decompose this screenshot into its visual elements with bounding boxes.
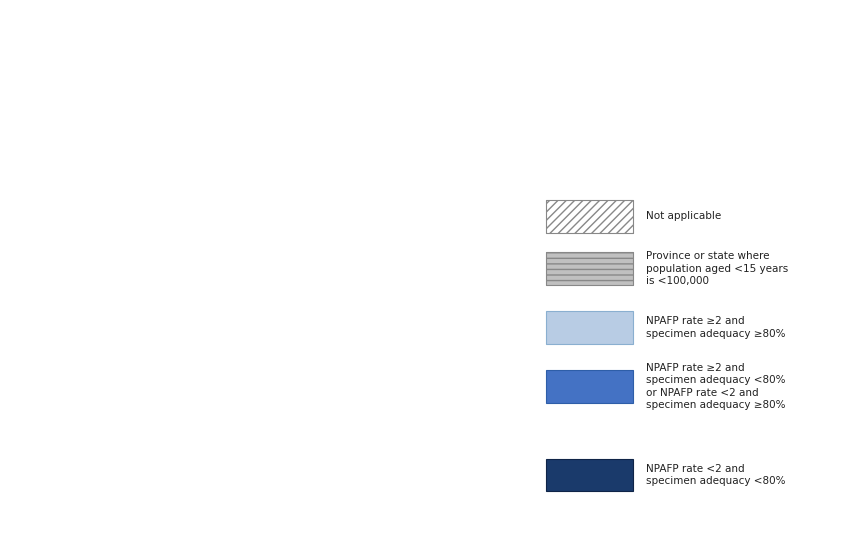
FancyBboxPatch shape (546, 311, 633, 344)
Text: NPAFP rate ≥2 and
specimen adequacy <80%
or NPAFP rate <2 and
specimen adequacy : NPAFP rate ≥2 and specimen adequacy <80%… (645, 363, 785, 410)
Text: NPAFP rate ≥2 and
specimen adequacy ≥80%: NPAFP rate ≥2 and specimen adequacy ≥80% (645, 316, 785, 339)
FancyBboxPatch shape (546, 459, 633, 491)
FancyBboxPatch shape (546, 370, 633, 403)
Text: Province or state where
population aged <15 years
is <100,000: Province or state where population aged … (645, 251, 787, 286)
FancyBboxPatch shape (546, 252, 633, 285)
FancyBboxPatch shape (546, 200, 633, 233)
Text: NPAFP rate <2 and
specimen adequacy <80%: NPAFP rate <2 and specimen adequacy <80% (645, 464, 785, 486)
Text: Not applicable: Not applicable (645, 211, 721, 221)
